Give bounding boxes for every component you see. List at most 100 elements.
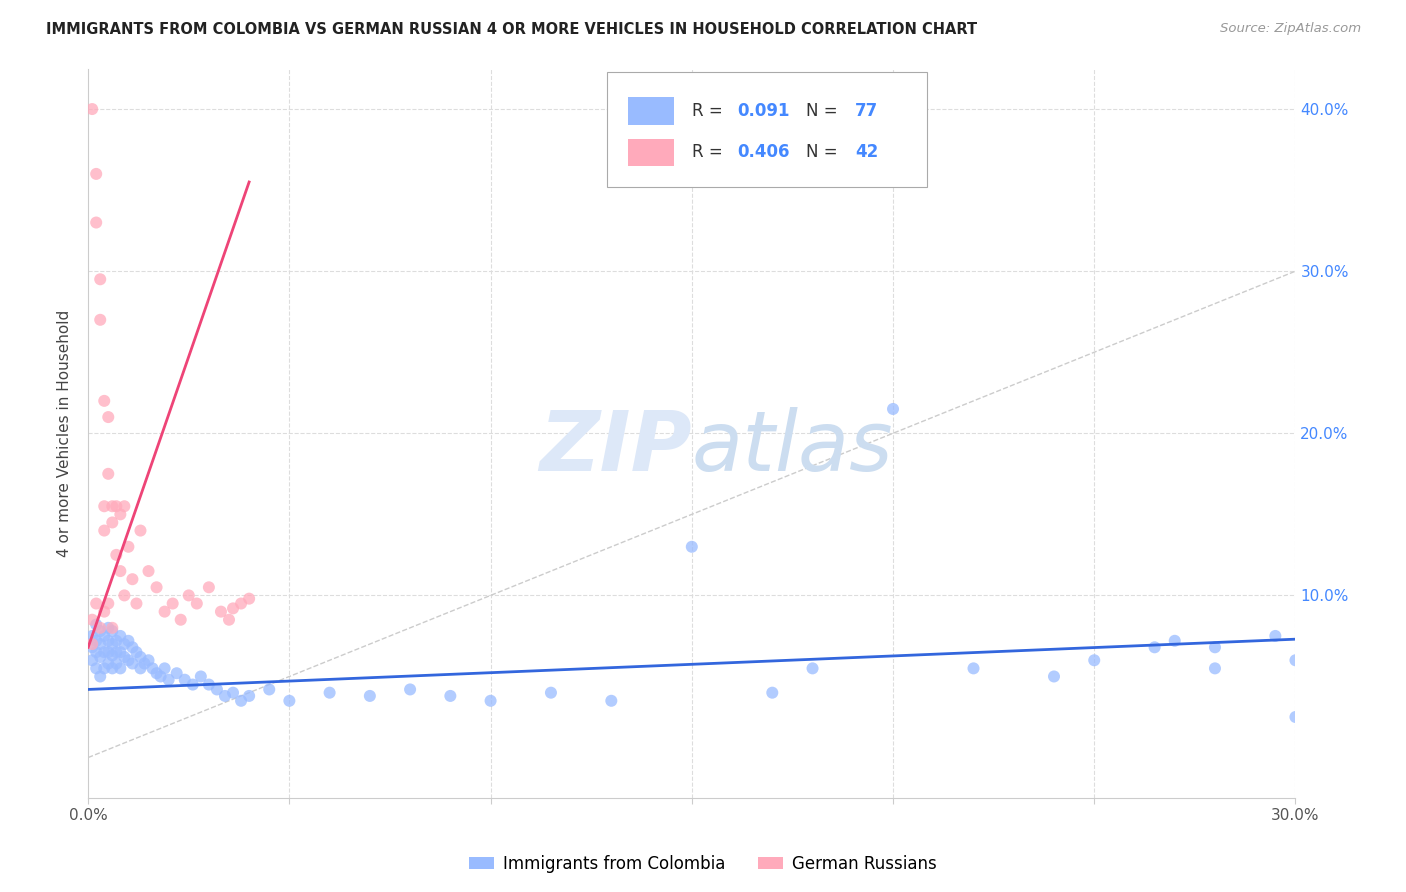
Point [1264, 629, 1286, 643]
Point [399, 682, 422, 697]
Point [439, 689, 461, 703]
Point [110, 629, 132, 643]
Text: 0.406: 0.406 [738, 144, 790, 161]
Point [89, 650, 111, 665]
Point [93, 393, 115, 408]
Point [153, 605, 176, 619]
Point [93, 629, 115, 643]
Point [110, 564, 132, 578]
Text: ZIP: ZIP [538, 408, 692, 489]
Point [205, 682, 228, 697]
Point [145, 580, 167, 594]
Point [257, 682, 280, 697]
Point [89, 637, 111, 651]
Point [198, 580, 221, 594]
Legend: Immigrants from Colombia, German Russians: Immigrants from Colombia, German Russian… [463, 848, 943, 880]
Point [110, 645, 132, 659]
Point [359, 689, 381, 703]
Point [278, 694, 301, 708]
Point [761, 686, 783, 700]
Point [121, 572, 143, 586]
Point [318, 686, 340, 700]
Text: 42: 42 [855, 144, 877, 161]
Point [93, 500, 115, 514]
Point [222, 686, 245, 700]
Text: R =: R = [692, 102, 728, 120]
Point [93, 605, 115, 619]
Point [89, 624, 111, 638]
Point [1164, 633, 1187, 648]
Point [112, 637, 135, 651]
Point [105, 633, 128, 648]
Text: Source: ZipAtlas.com: Source: ZipAtlas.com [1220, 22, 1361, 36]
Point [110, 508, 132, 522]
Point [84, 661, 107, 675]
Point [97, 467, 120, 481]
Point [129, 661, 152, 675]
Text: N =: N = [807, 144, 844, 161]
Text: 77: 77 [855, 102, 877, 120]
Point [112, 589, 135, 603]
Point [218, 613, 240, 627]
Point [82, 637, 104, 651]
Point [238, 591, 260, 606]
Point [117, 540, 139, 554]
Point [238, 689, 260, 703]
Point [82, 629, 104, 643]
Point [479, 694, 502, 708]
Point [105, 500, 128, 514]
Point [129, 650, 152, 665]
Point [1083, 653, 1105, 667]
Text: atlas: atlas [692, 408, 893, 489]
Point [89, 313, 111, 327]
Point [170, 613, 193, 627]
Point [1043, 669, 1066, 683]
Point [222, 601, 245, 615]
Point [97, 645, 120, 659]
Text: IMMIGRANTS FROM COLOMBIA VS GERMAN RUSSIAN 4 OR MORE VEHICLES IN HOUSEHOLD CORRE: IMMIGRANTS FROM COLOMBIA VS GERMAN RUSSI… [46, 22, 977, 37]
Point [97, 633, 120, 648]
Point [110, 661, 132, 675]
Point [101, 624, 124, 638]
Point [89, 272, 111, 286]
Point [882, 401, 904, 416]
Point [82, 653, 104, 667]
Point [198, 677, 221, 691]
Text: N =: N = [807, 102, 844, 120]
Point [177, 589, 200, 603]
Bar [628, 138, 673, 166]
Point [173, 673, 195, 687]
Point [540, 686, 562, 700]
Point [1284, 710, 1306, 724]
Point [84, 597, 107, 611]
Y-axis label: 4 or more Vehicles in Household: 4 or more Vehicles in Household [58, 310, 72, 557]
Point [141, 661, 163, 675]
Point [134, 657, 156, 671]
Point [101, 648, 124, 663]
Point [93, 524, 115, 538]
Point [82, 102, 104, 116]
Point [97, 621, 120, 635]
Bar [628, 97, 673, 125]
Point [84, 633, 107, 648]
Point [229, 694, 252, 708]
Point [162, 597, 184, 611]
Point [112, 500, 135, 514]
Point [962, 661, 984, 675]
Point [121, 640, 143, 655]
Point [1143, 640, 1166, 655]
Point [186, 597, 208, 611]
Point [105, 548, 128, 562]
Point [681, 540, 703, 554]
Point [82, 640, 104, 655]
Point [97, 410, 120, 425]
Point [89, 669, 111, 683]
Point [125, 645, 148, 659]
Point [129, 524, 152, 538]
Point [125, 597, 148, 611]
Point [105, 657, 128, 671]
Point [101, 500, 124, 514]
Point [145, 666, 167, 681]
Point [1204, 640, 1226, 655]
Point [117, 653, 139, 667]
